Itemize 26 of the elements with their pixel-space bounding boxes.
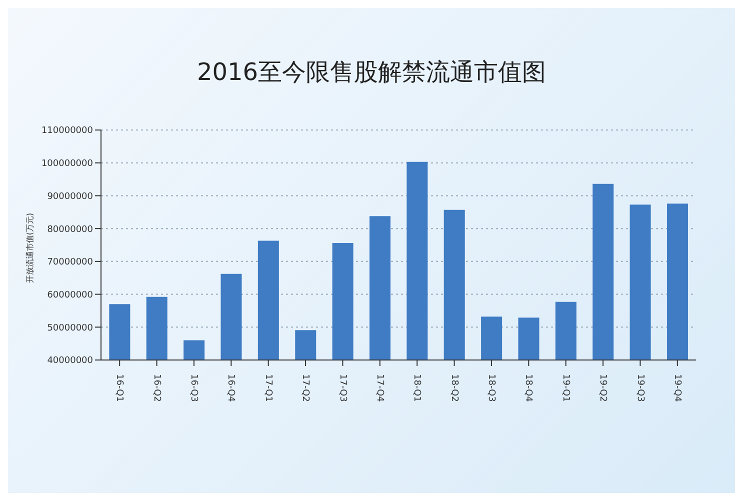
- x-tick-label: 19-Q1: [560, 374, 570, 402]
- x-tick-label: 18-Q3: [486, 374, 496, 402]
- x-tick-label: 16-Q1: [114, 374, 124, 402]
- x-tick-label: 17-Q4: [374, 374, 384, 402]
- x-tick-label: 16-Q3: [188, 374, 199, 402]
- x-tick-label: 18-Q2: [448, 374, 459, 402]
- x-tick-label: 19-Q2: [598, 374, 608, 402]
- x-tick-label: 19-Q3: [634, 374, 645, 402]
- y-tick-label: 100000000: [41, 159, 94, 170]
- x-tick-label: 18-Q4: [523, 374, 534, 402]
- chart-title: 2016至今限售股解禁流通市值图: [196, 57, 548, 88]
- x-tick-label: 17-Q2: [300, 374, 310, 402]
- y-axis-title: 开放流通市值(万元): [24, 212, 36, 284]
- x-tick-label: 17-Q1: [262, 374, 273, 402]
- y-tick-label: 50000000: [47, 323, 94, 334]
- y-tick-label: 80000000: [47, 224, 94, 235]
- y-tick-label: 110000000: [41, 126, 94, 136]
- y-tick-label: 90000000: [47, 192, 94, 202]
- x-tick-label: 18-Q1: [412, 374, 422, 402]
- y-tick-label: 40000000: [47, 356, 94, 366]
- x-tick-label: 17-Q3: [337, 374, 348, 402]
- y-tick-label: 70000000: [47, 258, 94, 268]
- y-tick-label: 60000000: [47, 290, 94, 300]
- x-tick-label: 19-Q4: [672, 374, 682, 402]
- x-tick-label: 16-Q2: [151, 374, 162, 402]
- x-tick-label: 16-Q4: [226, 374, 236, 402]
